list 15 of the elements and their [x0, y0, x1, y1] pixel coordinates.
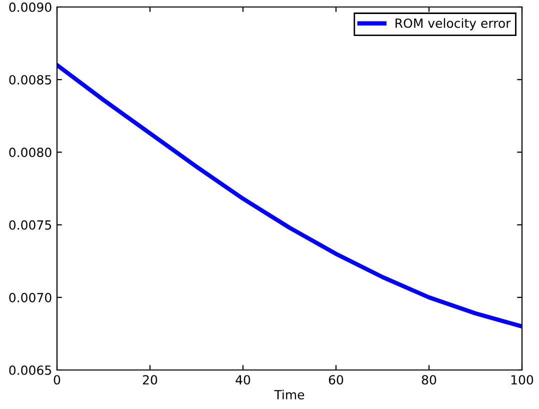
y-tick-label: 0.0070 — [9, 292, 52, 302]
y-tick-label: 0.0090 — [9, 2, 52, 12]
y-tick-label: 0.0085 — [9, 75, 52, 85]
x-tick-label: 80 — [422, 375, 436, 385]
y-tick-label: 0.0080 — [9, 148, 52, 158]
y-tick-label: 0.0075 — [9, 220, 52, 230]
y-tick-label: 0.0065 — [9, 365, 52, 375]
x-tick-label: 60 — [328, 375, 344, 385]
x-axis-title: Time — [274, 390, 304, 400]
x-tick-label: 0 — [54, 375, 60, 385]
x-tick-label: 100 — [511, 375, 534, 385]
line-series — [57, 62, 522, 329]
x-tick-label: 40 — [236, 375, 250, 385]
legend-label: ROM velocity error — [396, 18, 511, 30]
x-tick-label: 20 — [142, 375, 158, 385]
